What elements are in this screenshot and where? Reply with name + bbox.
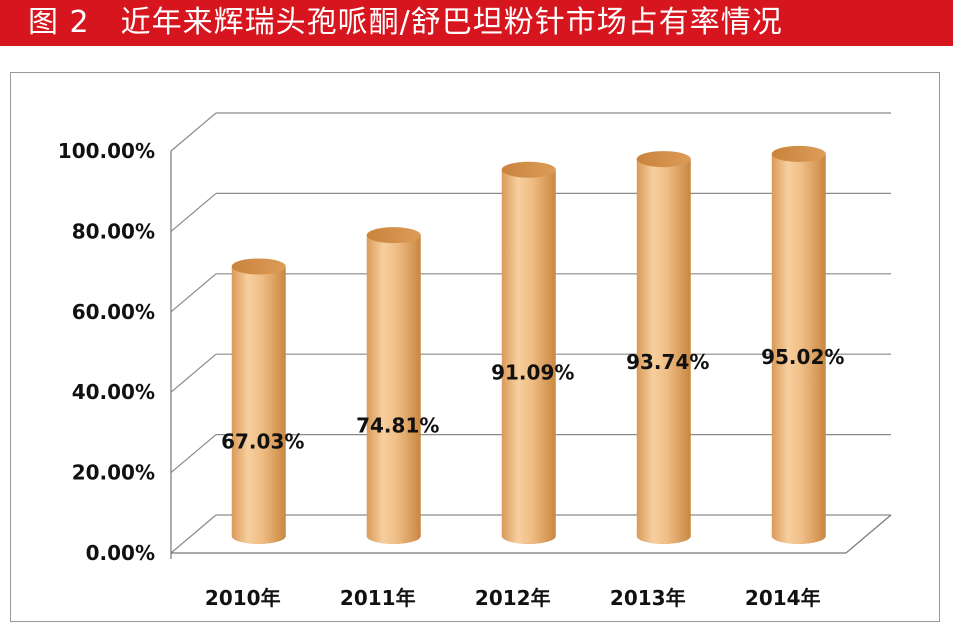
y-tick-label: 20.00% (72, 461, 155, 485)
bar: 74.81% (356, 227, 439, 544)
data-label: 93.74% (626, 350, 709, 374)
gridline-depth (170, 514, 217, 554)
y-tick-label: 40.00% (72, 380, 155, 404)
bar-bottom-cap (636, 527, 691, 544)
data-label: 67.03% (221, 429, 304, 453)
gridline-depth (170, 192, 217, 232)
x-tick-label: 2013年 (610, 586, 686, 610)
bar-body (231, 266, 286, 536)
bar-body (636, 159, 691, 536)
figure-title: 图 2 近年来辉瑞头孢哌酮/舒巴坦粉针市场占有率情况 (0, 0, 953, 46)
bar: 67.03% (221, 258, 304, 544)
x-tick-label: 2014年 (745, 586, 821, 610)
data-label: 91.09% (491, 361, 574, 385)
bar-chart: 0.00% 20.00% 40.00% 60.00% 80.00% 100.00% 67.… (58, 112, 892, 610)
bar-bottom-cap (231, 527, 286, 544)
x-tick-label: 2012年 (475, 586, 551, 610)
y-tick-label: 100.00% (58, 139, 155, 163)
bar-top-cap (501, 161, 556, 178)
bar: 93.74% (626, 151, 709, 544)
gridline-depth (170, 112, 217, 152)
bar-body (771, 153, 826, 536)
bar-top-cap (366, 227, 421, 244)
bar-body (366, 235, 421, 536)
x-tick-label: 2011年 (340, 586, 416, 610)
gridline-depth (170, 434, 217, 474)
y-tick-label: 0.00% (86, 541, 155, 565)
bar-top-cap (771, 145, 826, 162)
bar-bottom-cap (771, 527, 826, 544)
bar: 91.09% (491, 161, 574, 544)
gridline-depth (170, 273, 217, 313)
bar-body (501, 169, 556, 536)
bar-top-cap (636, 151, 691, 168)
bar-bottom-cap (366, 527, 421, 544)
bar-bottom-cap (501, 527, 556, 544)
gridline-depth (170, 353, 217, 393)
bar-top-cap (231, 258, 286, 275)
x-tick-label: 2010年 (205, 586, 281, 610)
data-label: 95.02% (761, 345, 844, 369)
side-wall (171, 113, 216, 553)
chart-area: 0.00% 20.00% 40.00% 60.00% 80.00% 100.00% 67.… (10, 72, 940, 622)
floor-edge (171, 514, 892, 554)
data-label: 74.81% (356, 414, 439, 438)
bar: 95.02% (761, 145, 844, 544)
y-tick-label: 60.00% (72, 300, 155, 324)
y-tick-label: 80.00% (72, 219, 155, 243)
